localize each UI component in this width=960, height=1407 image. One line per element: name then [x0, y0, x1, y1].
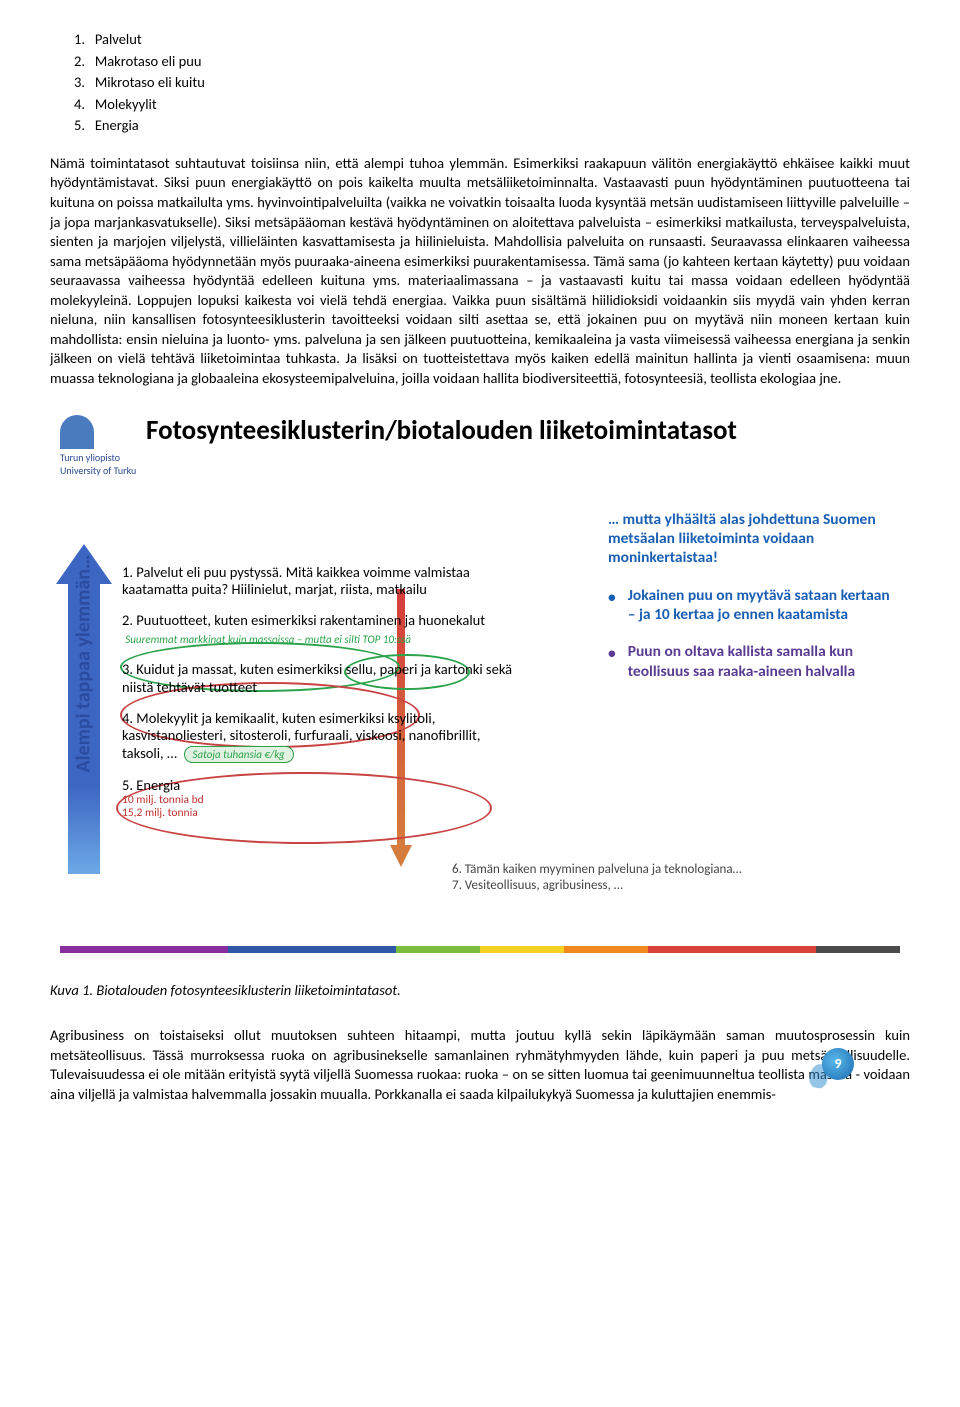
level-num: 5. [122, 776, 133, 794]
list-item: 1. Palvelut [74, 30, 910, 50]
level-list: 1. Palvelut eli puu pystyssä. Mitä kaikk… [122, 564, 522, 834]
list-item: 3. Mikrotaso eli kuitu [74, 73, 910, 93]
strip-seg [60, 946, 144, 953]
university-logo: Turun yliopisto University of Turku [60, 415, 140, 478]
green-badge: Satoja tuhansia €/kg [184, 746, 294, 763]
strip-seg [732, 946, 816, 953]
right-block: • Puun on oltava kallista samalla kun te… [608, 642, 898, 681]
energy-red-1: 10 milj. tonnia bd [122, 794, 522, 807]
level-text: Palvelut eli puu pystyssä. Mitä kaikkea … [122, 563, 470, 598]
strip-seg [648, 946, 732, 953]
level-item: 2. Puutuotteet, kuten esimerkiksi rakent… [122, 612, 522, 647]
level-text: Kuidut ja massat, kuten esimerkiksi sell… [122, 660, 512, 695]
figure-header: Turun yliopisto University of Turku Foto… [60, 415, 900, 478]
uni-name-fi: Turun yliopisto [60, 451, 120, 465]
extra-6: 6. Tämän kaiken myyminen palveluna ja te… [452, 862, 742, 878]
figure: Turun yliopisto University of Turku Foto… [50, 405, 910, 971]
list-text: Mikrotaso eli kuitu [95, 73, 205, 91]
right-text-3: Puun on oltava kallista samalla kun teol… [628, 642, 898, 681]
color-strip [60, 946, 900, 953]
figure-title: Fotosynteesiklusterin/biotalouden liiket… [146, 415, 737, 446]
energy-red-2: 15,2 milj. tonnia [122, 807, 522, 820]
paragraph-secondary: Agribusiness on toistaiseksi ollut muuto… [50, 1026, 910, 1104]
list-num: 1. [74, 30, 95, 48]
level-num: 1. [122, 563, 133, 581]
strip-seg [816, 946, 900, 953]
list-text: Palvelut [95, 30, 142, 48]
figure-container: Turun yliopisto University of Turku Foto… [50, 405, 910, 971]
uni-name-en: University of Turku [60, 464, 136, 478]
paragraph-main: Nämä toimintatasot suhtautuvat toisiinsa… [50, 154, 910, 389]
level-item: 1. Palvelut eli puu pystyssä. Mitä kaikk… [122, 564, 522, 599]
level-text: Energia [136, 776, 180, 794]
figure-body: Alempi tappaa ylemmän… 1. Palvelut eli p… [60, 484, 900, 944]
bullet-icon: • [608, 588, 616, 625]
list-num: 5. [74, 116, 95, 134]
strip-seg [396, 946, 480, 953]
green-note: Suuremmat markkinat kuin massoissa – mut… [125, 633, 411, 646]
level-num: 3. [122, 660, 133, 678]
strip-seg [312, 946, 396, 953]
list-num: 4. [74, 95, 95, 113]
list-item: 4. Molekyylit [74, 95, 910, 115]
list-text: Molekyylit [95, 95, 157, 113]
strip-seg [228, 946, 312, 953]
list-item: 2. Makrotaso eli puu [74, 52, 910, 72]
right-text-1: … mutta ylhäältä alas johdettuna Suomen … [608, 510, 898, 568]
level-text: Puutuotteet, kuten esimerkiksi rakentami… [136, 611, 485, 629]
list-item: 5. Energia [74, 116, 910, 136]
figure-caption: Kuva 1. Biotalouden fotosynteesiklusteri… [50, 981, 910, 1001]
list-num: 3. [74, 73, 95, 91]
level-item: 3. Kuidut ja massat, kuten esimerkiksi s… [122, 661, 522, 696]
list-text: Energia [95, 116, 139, 134]
level-item: 4. Molekyylit ja kemikaalit, kuten esime… [122, 710, 522, 763]
level-num: 4. [122, 709, 133, 727]
arrow-up-icon: Alempi tappaa ylemmän… [60, 544, 108, 874]
extra-lines: 6. Tämän kaiken myyminen palveluna ja te… [452, 862, 742, 895]
strip-seg [480, 946, 564, 953]
document-page: { "list": { "items": [ "Palvelut", "Makr… [50, 30, 910, 1104]
arrow-up-label: Alempi tappaa ylemmän… [71, 554, 98, 772]
level-num: 2. [122, 611, 133, 629]
extra-7: 7. Vesiteollisuus, agribusiness, … [452, 878, 742, 894]
level-text: Molekyylit ja kemikaalit, kuten esimerki… [122, 709, 481, 762]
bullet-icon: • [608, 644, 616, 681]
numbered-list: 1. Palvelut 2. Makrotaso eli puu 3. Mikr… [74, 30, 910, 136]
list-text: Makrotaso eli puu [95, 52, 202, 70]
torch-icon [60, 415, 94, 449]
strip-seg [144, 946, 228, 953]
right-text-2: Jokainen puu on myytävä sataan kertaan –… [628, 586, 898, 625]
right-block: … mutta ylhäältä alas johdettuna Suomen … [608, 510, 898, 568]
right-block: • Jokainen puu on myytävä sataan kertaan… [608, 586, 898, 625]
strip-seg [564, 946, 648, 953]
list-num: 2. [74, 52, 95, 70]
level-item: 5. Energia 10 milj. tonnia bd 15,2 milj.… [122, 777, 522, 820]
figure-right-column: … mutta ylhäältä alas johdettuna Suomen … [608, 510, 898, 700]
